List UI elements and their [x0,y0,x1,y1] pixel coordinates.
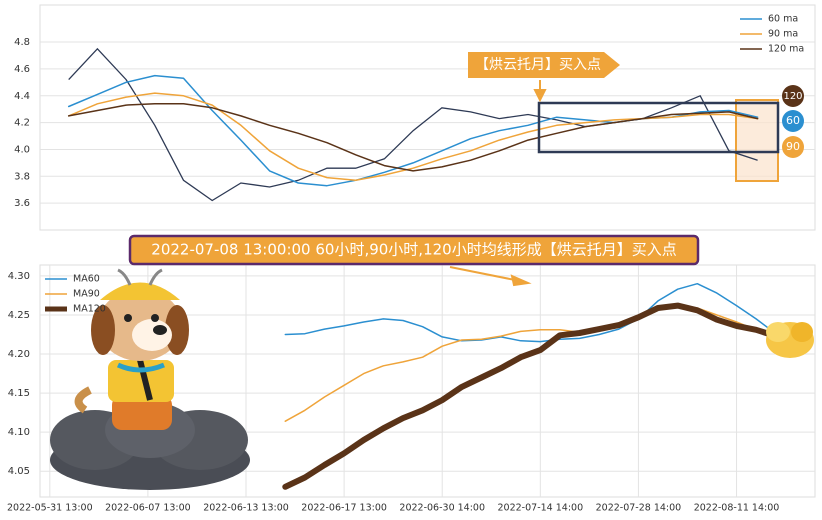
legend-label: 120 ma [768,44,804,55]
badge [782,110,804,132]
y-tick-label: 4.0 [14,144,30,155]
x-tick-label: 2022-08-11 14:00 [694,503,780,514]
banner-text: 2022-07-08 13:00:00 60小时,90小时,120小时均线形成【… [151,241,676,259]
x-tick-label: 2022-06-07 13:00 [105,503,191,514]
y-tick-label: 3.6 [14,198,30,209]
badge-label: 60 [786,114,800,127]
top-plot-frame [39,4,816,231]
dog-illustration [74,268,189,430]
y-tick-label: 4.10 [8,427,30,438]
legend-label: MA90 [73,289,100,300]
banner [128,234,700,266]
y-tick-label: 4.30 [8,271,30,282]
x-tick-label: 2022-07-14 14:00 [498,503,584,514]
x-tick-label: 2022-07-28 14:00 [596,503,682,514]
series-line [282,302,779,490]
y-tick-label: 3.8 [14,171,30,182]
y-tick-label: 4.8 [14,37,30,48]
badge [782,85,804,107]
pointer-arrow [449,266,532,287]
x-tick-label: 2022-06-13 13:00 [203,503,289,514]
legend-label: MA60 [73,274,100,285]
y-tick-label: 4.20 [8,349,30,360]
x-tick-label: 2022-06-30 14:00 [399,503,485,514]
y-tick-label: 4.2 [14,118,30,129]
x-tick-label: 2022-05-31 13:00 [7,503,93,514]
series-line [67,103,759,172]
legend-label: 90 ma [768,29,798,40]
x-tick-label: 2022-06-17 13:00 [301,503,387,514]
series-line [284,282,777,343]
y-tick-label: 4.05 [8,466,30,477]
badge [782,136,804,158]
y-tick-label: 4.25 [8,310,30,321]
highlight-box [735,99,779,182]
y-tick-label: 4.15 [8,388,30,399]
annotation: 【烘云托月】买入点 [475,57,601,73]
y-tick-label: 4.6 [14,64,30,75]
legend-label: MA120 [73,304,106,315]
y-tick-label: 4.4 [14,91,30,102]
badge-label: 120 [783,91,802,102]
pointer-arrow [533,80,547,103]
badge-label: 90 [786,140,800,153]
annotation-arrow-box [468,52,620,78]
highlight-box [537,101,780,154]
gold-cloud [766,322,814,358]
legend-label: 60 ma [768,14,798,25]
